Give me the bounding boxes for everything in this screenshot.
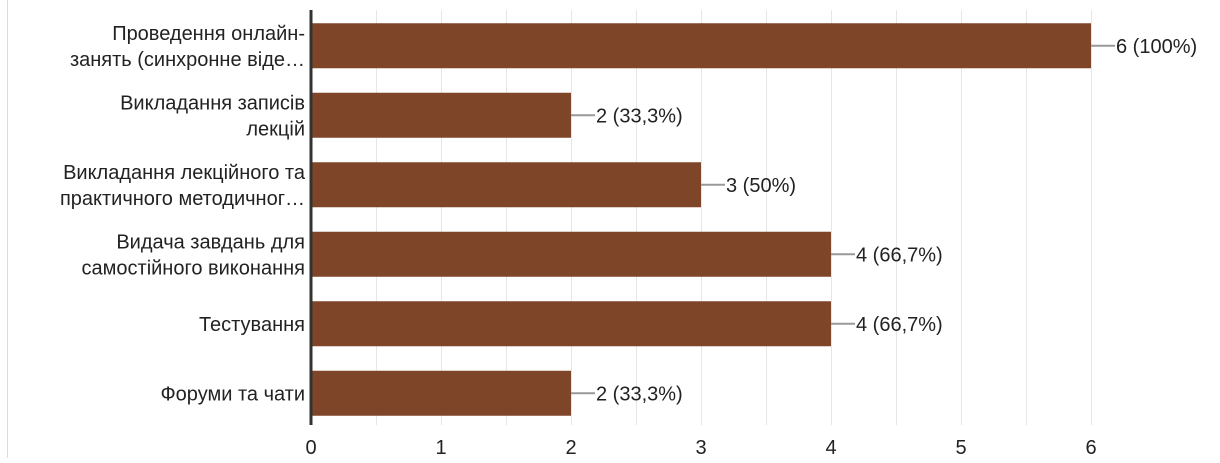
bar xyxy=(311,23,1091,69)
x-tick-label: 6 xyxy=(1085,437,1096,458)
category-label: Форуми та чати xyxy=(160,383,305,405)
data-label: 2 (33,3%) xyxy=(596,105,683,127)
category-label: Видача завдань для xyxy=(116,231,305,253)
bar xyxy=(311,231,831,277)
category-label: Тестування xyxy=(199,314,305,336)
data-label: 4 (66,7%) xyxy=(856,314,943,336)
x-tick-label: 3 xyxy=(695,437,706,458)
x-tick-label: 4 xyxy=(825,437,836,458)
category-label: самостійного виконання xyxy=(82,257,305,279)
category-label: лекцій xyxy=(246,118,305,140)
data-label: 6 (100%) xyxy=(1116,36,1197,58)
category-label: практичного методичног… xyxy=(60,188,305,210)
bar xyxy=(311,370,571,416)
x-tick-label: 5 xyxy=(955,437,966,458)
x-tick-label: 0 xyxy=(305,437,316,458)
data-label: 2 (33,3%) xyxy=(596,383,683,405)
bar xyxy=(311,162,701,208)
data-label: 4 (66,7%) xyxy=(856,244,943,266)
x-tick-label: 1 xyxy=(435,437,446,458)
category-label: Викладання лекційного та xyxy=(63,162,306,184)
x-tick-label: 2 xyxy=(565,437,576,458)
category-label: Проведення онлайн- xyxy=(112,23,305,45)
data-label: 3 (50%) xyxy=(726,175,796,197)
category-label: Викладання записів xyxy=(120,92,305,114)
bar xyxy=(311,92,571,138)
bar xyxy=(311,301,831,347)
category-label: занять (синхронне віде… xyxy=(70,49,305,71)
